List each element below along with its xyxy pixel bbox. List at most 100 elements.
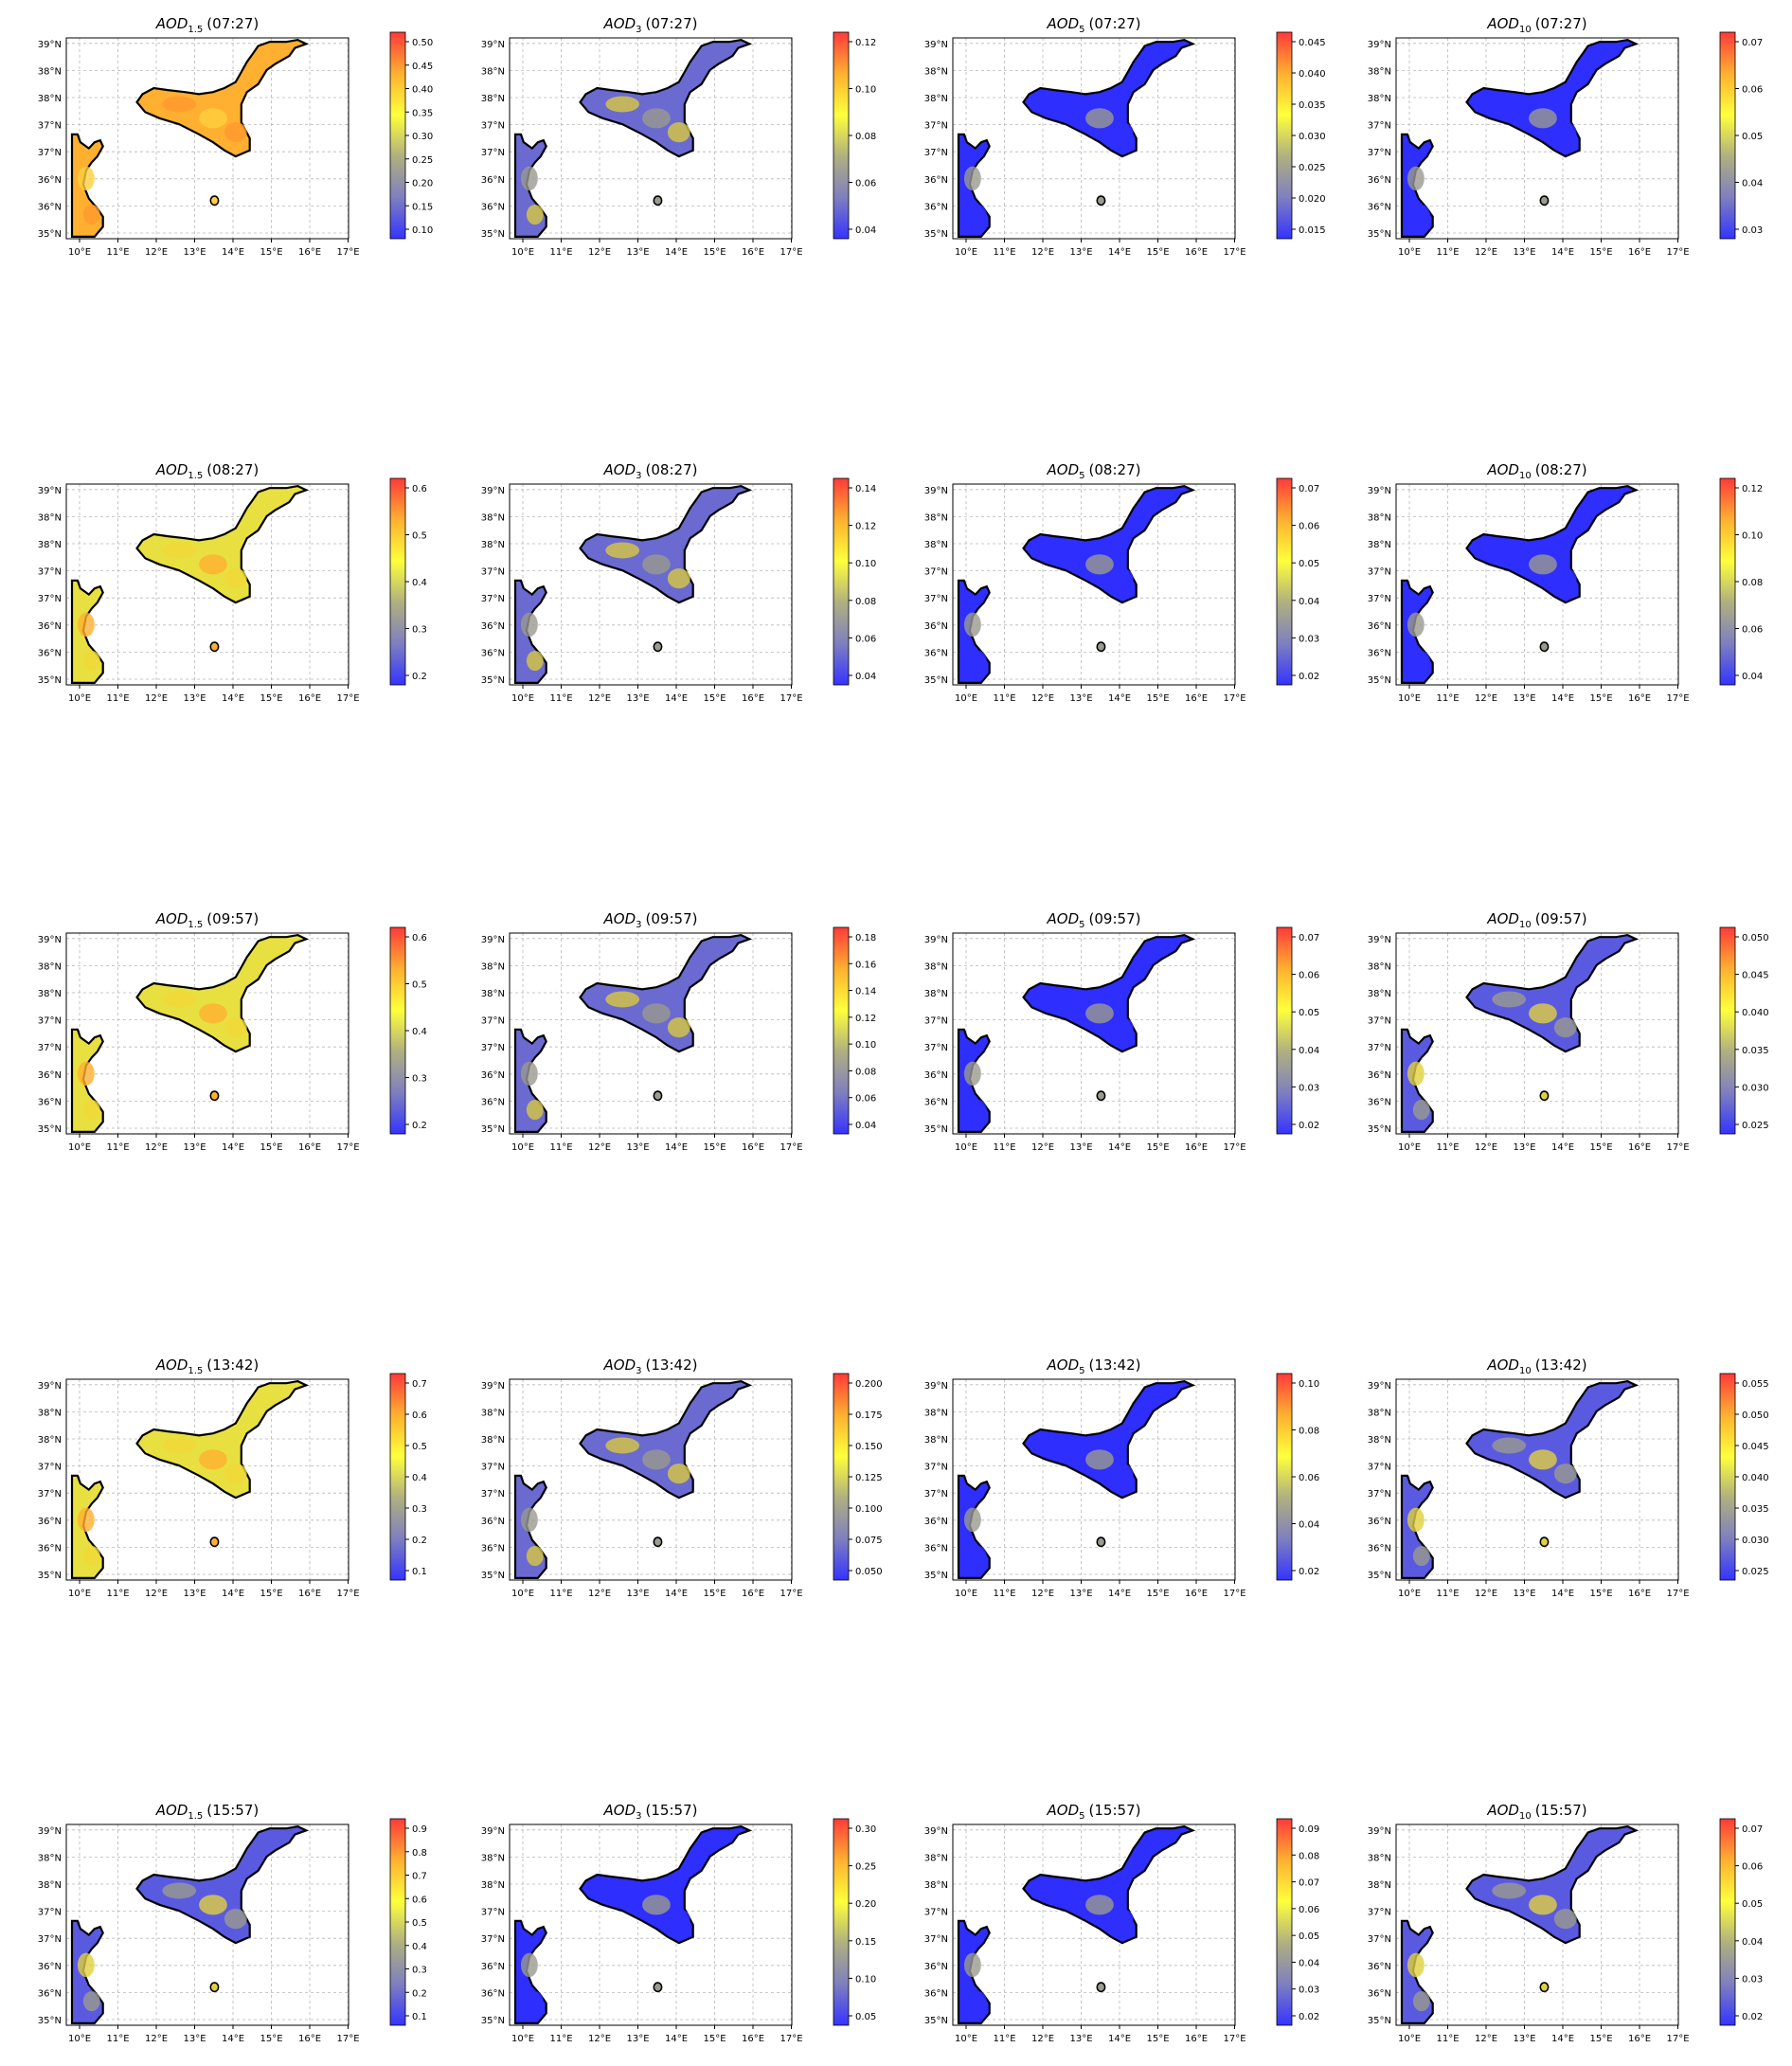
- latitude-tick-label: 38°N: [1368, 94, 1391, 104]
- panel-title-variable: AOD: [155, 910, 188, 927]
- map-panel: AOD1.5 (13:42) 10°E 11°E 12°E 13°E 14°E 15°E 16°…: [38, 1356, 427, 1599]
- colorbar-tick-label: 0.25: [412, 155, 433, 166]
- latitude-tick-label: 36°N: [924, 175, 948, 186]
- value-patch: [82, 204, 100, 225]
- latitude-tick-label: 38°N: [38, 961, 62, 972]
- value-patch: [1048, 542, 1084, 559]
- latitude-tick-label: 35°N: [481, 675, 505, 686]
- longitude-tick-label: 11°E: [549, 693, 572, 704]
- panel-title-variable: AOD: [603, 15, 636, 32]
- colorbar-tick-label: 0.040: [1742, 1008, 1769, 1018]
- colorbar-tick-label: 0.04: [855, 1121, 876, 1131]
- colorbar-tick-label: 0.2: [412, 1988, 427, 1999]
- panel-title-subscript: 3: [636, 25, 641, 35]
- panel-title-variable: AOD: [603, 1802, 636, 1819]
- panel-title-subscript: 3: [636, 1366, 641, 1376]
- value-patch: [667, 1017, 690, 1038]
- longitude-tick-label: 17°E: [1223, 1142, 1245, 1153]
- colorbar-tick-label: 0.4: [412, 1942, 427, 1952]
- longitude-tick-label: 16°E: [1628, 1589, 1651, 1599]
- longitude-tick-label: 10°E: [1398, 2034, 1421, 2044]
- longitude-tick-label: 16°E: [1185, 693, 1208, 704]
- longitude-tick-label: 14°E: [1551, 247, 1574, 258]
- latitude-tick-label: 37°N: [924, 1934, 948, 1945]
- latitude-tick-label: 37°N: [924, 121, 948, 132]
- colorbar-tick-label: 0.14: [855, 987, 876, 997]
- colorbar-tick-label: 0.05: [1299, 1931, 1319, 1942]
- value-patch: [963, 166, 981, 191]
- value-patch: [199, 554, 227, 575]
- colorbar-tick-label: 0.3: [412, 1966, 427, 1976]
- value-patch: [199, 1449, 227, 1470]
- longitude-tick-label: 11°E: [993, 693, 1015, 704]
- longitude-tick-label: 12°E: [1475, 247, 1497, 258]
- colorbar-tick-label: 0.02: [1299, 2012, 1319, 2022]
- panel-title-variable: AOD: [1047, 461, 1080, 478]
- colorbar-tick-label: 0.10: [855, 1040, 876, 1051]
- colorbar: [389, 477, 406, 686]
- colorbar-tick-label: 0.12: [855, 522, 876, 532]
- latitude-tick-label: 36°N: [481, 1543, 505, 1554]
- longitude-tick-label: 13°E: [1069, 247, 1092, 258]
- longitude-tick-label: 17°E: [1666, 693, 1689, 704]
- value-patch: [969, 204, 987, 225]
- latitude-tick-label: 36°N: [924, 621, 948, 632]
- colorbar-tick-label: 0.15: [412, 202, 433, 212]
- colorbar-tick-label: 0.04: [1299, 1520, 1319, 1531]
- value-patch: [1553, 1909, 1577, 1930]
- longitude-tick-label: 10°E: [68, 693, 91, 704]
- colorbar-tick-label: 0.10: [855, 1974, 876, 1985]
- land-region-sicily: [1022, 1379, 1196, 1500]
- plot-frame: [65, 483, 349, 686]
- longitude-tick-label: 17°E: [1666, 1142, 1689, 1153]
- longitude-tick-label: 10°E: [511, 2034, 534, 2044]
- land-region-island: [1539, 641, 1550, 653]
- longitude-tick-label: 12°E: [145, 1589, 168, 1599]
- latitude-tick-label: 38°N: [1368, 66, 1391, 77]
- longitude-tick-label: 13°E: [626, 247, 649, 258]
- latitude-tick-label: 37°N: [1368, 1463, 1391, 1473]
- colorbar-tick-label: 0.030: [1742, 1083, 1769, 1093]
- value-patch: [667, 1464, 690, 1484]
- latitude-tick-label: 36°N: [481, 1962, 505, 1972]
- panel-title-time: (07:27): [646, 15, 698, 32]
- land-region-sicily: [1465, 1379, 1640, 1500]
- longitude-tick-label: 17°E: [1666, 247, 1689, 258]
- value-patch: [162, 542, 197, 559]
- land-region-island: [1539, 195, 1550, 207]
- longitude-tick-label: 15°E: [1589, 247, 1612, 258]
- longitude-tick-label: 11°E: [1436, 1589, 1459, 1599]
- value-patch: [1529, 1895, 1557, 1915]
- value-patch: [1085, 108, 1114, 129]
- panel-title-time: (08:27): [206, 461, 259, 478]
- latitude-tick-label: 39°N: [924, 40, 948, 50]
- latitude-tick-label: 38°N: [481, 1435, 505, 1446]
- colorbar-tick-label: 0.150: [855, 1442, 883, 1452]
- longitude-tick-label: 14°E: [1108, 1589, 1131, 1599]
- longitude-tick-label: 15°E: [703, 1142, 726, 1153]
- value-patch: [642, 1003, 671, 1024]
- colorbar-tick-label: 0.25: [855, 1862, 876, 1873]
- colorbar-tick-label: 0.12: [855, 38, 876, 48]
- latitude-tick-label: 36°N: [924, 648, 948, 658]
- longitude-tick-label: 14°E: [1551, 2034, 1574, 2044]
- colorbar-tick-label: 0.12: [855, 1014, 876, 1024]
- value-patch: [667, 568, 690, 589]
- panel-title-subscript: 10: [1519, 1811, 1532, 1822]
- panel-title-subscript: 10: [1519, 25, 1532, 35]
- longitude-tick-label: 13°E: [626, 1142, 649, 1153]
- land-region-island: [653, 1536, 663, 1548]
- panel-title-variable: AOD: [603, 1356, 636, 1374]
- land-region-island: [653, 1090, 663, 1102]
- map-panel: AOD3 (13:42) 10°E 11°E 12°E 13°E 14°E 15°E 16°E 1…: [481, 1356, 883, 1599]
- land-region-sicily: [1022, 933, 1196, 1053]
- panel-title-time: (15:57): [206, 1802, 259, 1819]
- longitude-tick-label: 16°E: [298, 247, 321, 258]
- plot-frame: [65, 1823, 349, 2026]
- latitude-tick-label: 39°N: [38, 1381, 62, 1392]
- latitude-tick-label: 36°N: [38, 1988, 62, 1999]
- colorbar-tick-label: 0.075: [855, 1536, 883, 1546]
- longitude-tick-label: 12°E: [1031, 1589, 1054, 1599]
- longitude-tick-label: 14°E: [1108, 2034, 1131, 2044]
- panel-title-subscript: 1.5: [188, 471, 203, 481]
